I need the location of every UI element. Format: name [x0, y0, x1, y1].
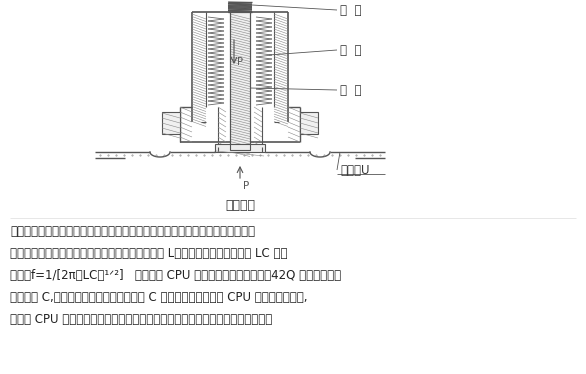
Text: P: P	[237, 57, 243, 67]
Text: 的电容器 C,是由于该振荡回路中的电容器 C 已经集成在了洗衣机 CPU 的电脑板中。）,: 的电容器 C,是由于该振荡回路中的电容器 C 已经集成在了洗衣机 CPU 的电脑…	[10, 291, 308, 304]
Text: 此位置确定了铁芯相对于线圈的一个确切的位置，线圈通电后，铁芯每相对于线: 此位置确定了铁芯相对于线圈的一个确切的位置，线圈通电后，铁芯每相对于线	[10, 225, 255, 238]
Text: 回路：f=1/[2π（LC）¹ᐟ²]   给洗衣机 CPU 输入一个频率信号（注：42Q 型传感器不带: 回路：f=1/[2π（LC）¹ᐟ²] 给洗衣机 CPU 输入一个频率信号（注：4…	[10, 269, 341, 282]
Text: 线  圈: 线 圈	[340, 43, 362, 56]
Text: 弹  簧: 弹 簧	[340, 3, 362, 16]
Text: （图二）: （图二）	[225, 199, 255, 212]
Polygon shape	[215, 149, 265, 152]
Text: 圈一个固定的位置，线圈均有一个固有的输出电感 L，该压力传感器通过一个 LC 振荡: 圈一个固定的位置，线圈均有一个固有的输出电感 L，该压力传感器通过一个 LC 振…	[10, 247, 288, 260]
Bar	[230, 12, 250, 150]
Text: 洗衣机 CPU 通过模糊控制这一频率信号，达到控制洗衣机筒内水位高度的目的。: 洗衣机 CPU 通过模糊控制这一频率信号，达到控制洗衣机筒内水位高度的目的。	[10, 313, 272, 326]
Text: 隔膜板U: 隔膜板U	[340, 163, 370, 177]
Text: 铁  芯: 铁 芯	[340, 83, 362, 96]
Bar	[300, 112, 318, 134]
Bar	[230, 12, 250, 150]
Bar	[162, 112, 180, 134]
Text: P: P	[243, 181, 249, 191]
Bar	[215, 144, 265, 152]
